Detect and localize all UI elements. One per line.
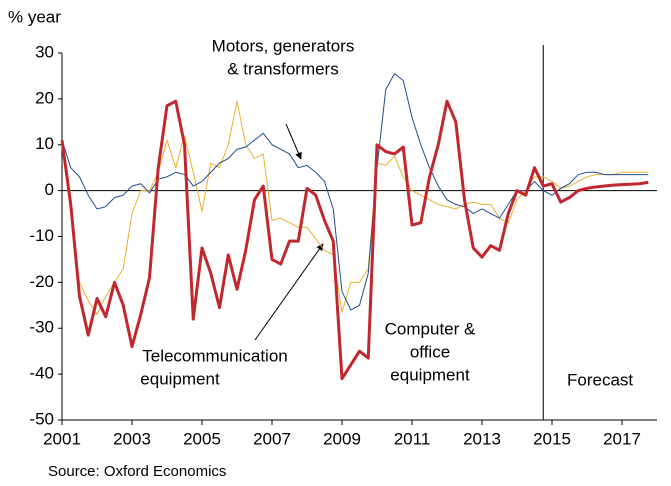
series-line xyxy=(61,100,649,315)
x-tick-label: 2017 xyxy=(603,429,641,448)
y-axis-label: % year xyxy=(8,7,61,26)
series-line xyxy=(60,99,649,381)
annotation: Computer & xyxy=(385,319,476,338)
annotation: Motors, generators xyxy=(212,36,355,55)
x-tick-label: 2003 xyxy=(113,429,151,448)
y-tick-label: -50 xyxy=(29,409,54,428)
arrow xyxy=(285,123,302,160)
arrow xyxy=(254,243,324,341)
y-tick-label: -20 xyxy=(29,272,54,291)
annotation: & transformers xyxy=(227,59,338,78)
y-tick-label: -10 xyxy=(29,226,54,245)
annotation: office xyxy=(410,342,450,361)
x-tick-label: 2015 xyxy=(533,429,571,448)
y-tick-label: -40 xyxy=(29,364,54,383)
y-tick-label: 20 xyxy=(35,88,54,107)
y-tick-label: 0 xyxy=(45,180,54,199)
annotation: Telecommunication xyxy=(142,346,288,365)
x-tick-label: 2011 xyxy=(394,429,431,448)
annotation: Forecast xyxy=(567,370,633,389)
x-tick-label: 2001 xyxy=(43,429,81,448)
annotation: equipment xyxy=(390,365,470,384)
x-tick-label: 2005 xyxy=(183,429,221,448)
source: Source: Oxford Economics xyxy=(48,463,226,480)
annotation: equipment xyxy=(140,369,220,388)
x-tick-label: 2009 xyxy=(323,429,361,448)
y-tick-label: 30 xyxy=(35,42,54,61)
series-line xyxy=(61,73,649,311)
y-tick-label: -30 xyxy=(29,318,54,337)
x-tick-label: 2013 xyxy=(463,429,501,448)
x-tick-label: 2007 xyxy=(253,429,291,448)
y-tick-label: 10 xyxy=(35,134,54,153)
